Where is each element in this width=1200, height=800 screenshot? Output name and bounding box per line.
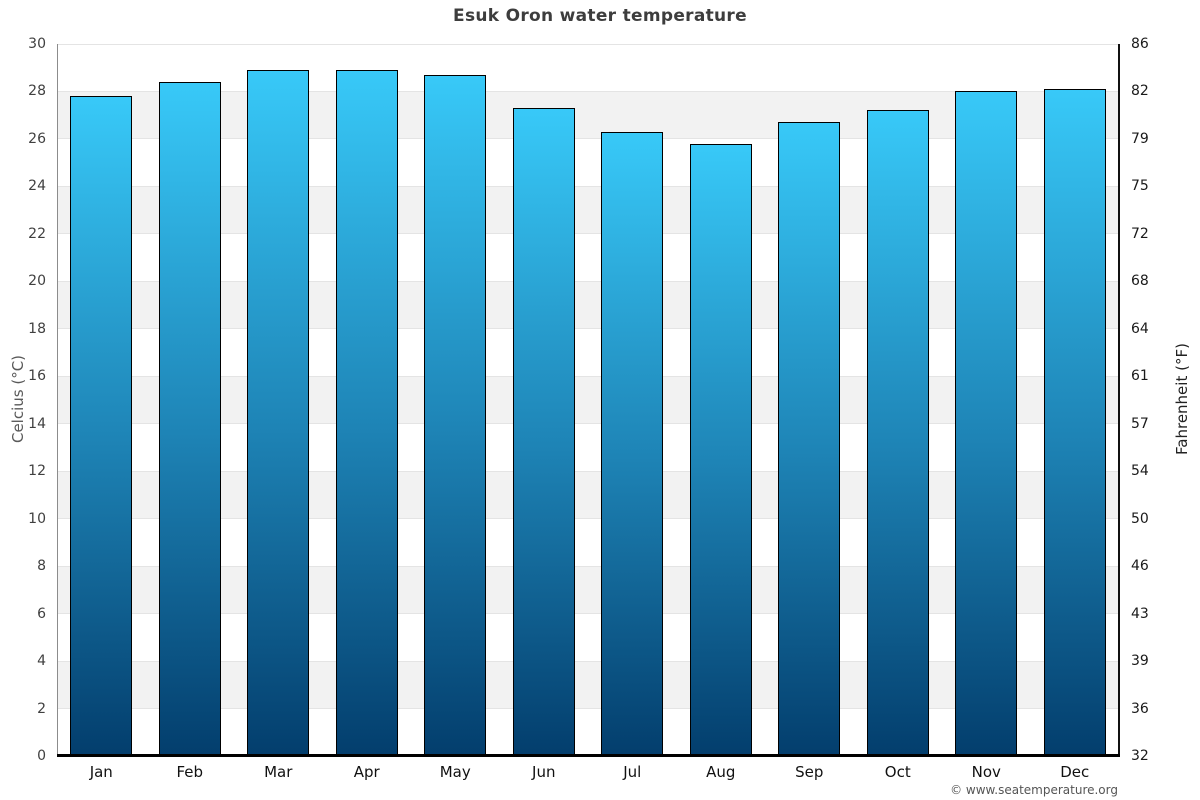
month-label-sep: Sep (795, 763, 824, 781)
celsius-tick-24: 24 (28, 178, 46, 195)
celsius-axis-label: Celcius (°C) (9, 354, 27, 444)
chart-title: Esuk Oron water temperature (453, 6, 747, 26)
gridline (57, 138, 1119, 140)
background-band (57, 566, 1119, 614)
fahrenheit-tick-36: 36 (1131, 700, 1149, 717)
fahrenheit-axis-label: Fahrenheit (°F) (1173, 343, 1191, 455)
right-axis-line (1118, 44, 1120, 756)
celsius-tick-4: 4 (37, 653, 46, 670)
background-band (57, 186, 1119, 234)
bar-jul (601, 131, 664, 756)
bar-jun (512, 108, 575, 756)
gridline (57, 375, 1119, 377)
bar-mar (247, 70, 310, 756)
gridline (57, 660, 1119, 662)
bar-sep (778, 122, 841, 756)
bar-nov (955, 91, 1018, 756)
gridline (57, 280, 1119, 282)
celsius-tick-26: 26 (28, 130, 46, 147)
fahrenheit-tick-72: 72 (1131, 225, 1149, 242)
gridline (57, 43, 1119, 45)
gridline (57, 423, 1119, 425)
fahrenheit-tick-68: 68 (1131, 273, 1149, 290)
fahrenheit-tick-46: 46 (1131, 558, 1149, 575)
celsius-tick-22: 22 (28, 225, 46, 242)
background-band (57, 376, 1119, 424)
month-label-oct: Oct (884, 763, 911, 781)
celsius-tick-6: 6 (37, 605, 46, 622)
celsius-tick-14: 14 (28, 415, 46, 432)
fahrenheit-tick-75: 75 (1131, 178, 1149, 195)
fahrenheit-tick-50: 50 (1131, 510, 1149, 527)
gridline (57, 708, 1119, 710)
background-band (57, 91, 1119, 139)
bar-feb (158, 81, 221, 756)
celsius-tick-12: 12 (28, 463, 46, 480)
fahrenheit-tick-43: 43 (1131, 605, 1149, 622)
left-axis-line (57, 44, 58, 756)
celsius-tick-2: 2 (37, 700, 46, 717)
celsius-tick-18: 18 (28, 320, 46, 337)
gridline (57, 565, 1119, 567)
month-label-nov: Nov (971, 763, 1001, 781)
gridline (57, 185, 1119, 187)
celsius-tick-28: 28 (28, 83, 46, 100)
fahrenheit-tick-86: 86 (1131, 36, 1149, 52)
bar-oct (866, 110, 929, 756)
month-label-jan: Jan (89, 763, 113, 781)
gridline (57, 328, 1119, 330)
background-band (57, 281, 1119, 329)
gridline (57, 90, 1119, 92)
celsius-tick-20: 20 (28, 273, 46, 290)
fahrenheit-tick-79: 79 (1131, 130, 1149, 147)
gridline (57, 613, 1119, 615)
month-label-jun: Jun (532, 763, 556, 781)
celsius-tick-10: 10 (28, 510, 46, 527)
fahrenheit-tick-57: 57 (1131, 415, 1149, 432)
bar-dec (1043, 89, 1106, 756)
fahrenheit-tick-32: 32 (1131, 748, 1149, 764)
fahrenheit-tick-39: 39 (1131, 653, 1149, 670)
bar-may (424, 74, 487, 756)
bar-jan (70, 96, 133, 756)
celsius-tick-30: 30 (28, 36, 46, 52)
fahrenheit-tick-82: 82 (1131, 83, 1149, 100)
x-axis-line (57, 754, 1120, 757)
celsius-tick-8: 8 (37, 558, 46, 575)
month-label-jul: Jul (623, 763, 642, 781)
gridline (57, 233, 1119, 235)
month-label-dec: Dec (1060, 763, 1090, 781)
background-band (57, 471, 1119, 519)
gridline (57, 470, 1119, 472)
fahrenheit-tick-64: 64 (1131, 320, 1149, 337)
copyright-text: © www.seatemperature.org (950, 783, 1118, 797)
month-label-may: May (439, 763, 471, 781)
fahrenheit-tick-54: 54 (1131, 463, 1149, 480)
celsius-tick-0: 0 (37, 748, 46, 764)
fahrenheit-tick-61: 61 (1131, 368, 1149, 385)
month-label-aug: Aug (706, 763, 736, 781)
bar-apr (335, 70, 398, 756)
celsius-tick-16: 16 (28, 368, 46, 385)
background-band (57, 661, 1119, 709)
month-label-apr: Apr (353, 763, 380, 781)
gridline (57, 518, 1119, 520)
month-label-mar: Mar (264, 763, 293, 781)
bar-aug (689, 143, 752, 756)
month-label-feb: Feb (176, 763, 204, 781)
